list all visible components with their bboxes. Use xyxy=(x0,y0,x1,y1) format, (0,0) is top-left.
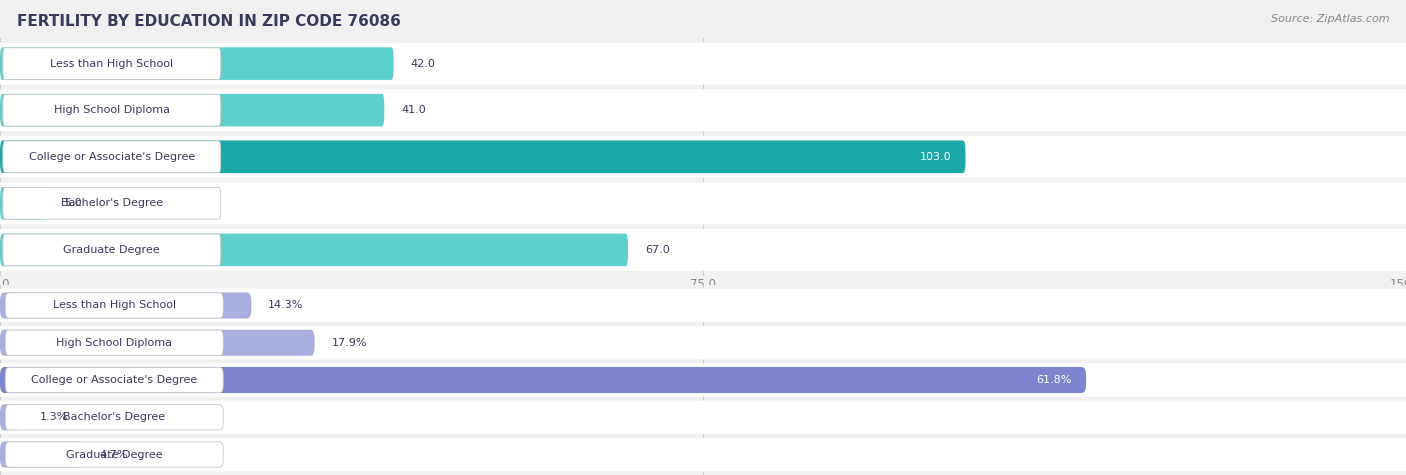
FancyBboxPatch shape xyxy=(0,136,1406,178)
Text: 61.8%: 61.8% xyxy=(1036,375,1073,385)
FancyBboxPatch shape xyxy=(3,234,221,266)
Text: College or Associate's Degree: College or Associate's Degree xyxy=(31,375,197,385)
FancyBboxPatch shape xyxy=(0,289,1406,322)
FancyBboxPatch shape xyxy=(0,229,1406,271)
Text: Graduate Degree: Graduate Degree xyxy=(63,245,160,255)
Text: 42.0: 42.0 xyxy=(411,58,436,68)
FancyBboxPatch shape xyxy=(0,326,1406,360)
Text: Source: ZipAtlas.com: Source: ZipAtlas.com xyxy=(1271,14,1389,24)
FancyBboxPatch shape xyxy=(0,293,252,319)
FancyBboxPatch shape xyxy=(6,330,224,355)
FancyBboxPatch shape xyxy=(0,400,1406,434)
Text: High School Diploma: High School Diploma xyxy=(53,105,170,115)
Text: 5.0: 5.0 xyxy=(63,199,82,209)
FancyBboxPatch shape xyxy=(3,95,221,126)
FancyBboxPatch shape xyxy=(0,404,22,430)
Text: High School Diploma: High School Diploma xyxy=(56,338,173,348)
Text: College or Associate's Degree: College or Associate's Degree xyxy=(28,152,195,162)
FancyBboxPatch shape xyxy=(6,405,224,430)
Text: 41.0: 41.0 xyxy=(401,105,426,115)
Text: 4.7%: 4.7% xyxy=(100,449,128,459)
Text: 14.3%: 14.3% xyxy=(269,301,304,311)
Text: Less than High School: Less than High School xyxy=(52,301,176,311)
FancyBboxPatch shape xyxy=(0,441,83,467)
Text: Bachelor's Degree: Bachelor's Degree xyxy=(63,412,166,422)
Text: 103.0: 103.0 xyxy=(920,152,952,162)
FancyBboxPatch shape xyxy=(0,367,1087,393)
Text: Graduate Degree: Graduate Degree xyxy=(66,449,163,459)
FancyBboxPatch shape xyxy=(0,48,394,80)
FancyBboxPatch shape xyxy=(3,188,221,219)
FancyBboxPatch shape xyxy=(6,442,224,467)
FancyBboxPatch shape xyxy=(0,141,966,173)
FancyBboxPatch shape xyxy=(3,141,221,172)
FancyBboxPatch shape xyxy=(0,330,315,356)
FancyBboxPatch shape xyxy=(6,293,224,318)
FancyBboxPatch shape xyxy=(0,363,1406,397)
Text: 17.9%: 17.9% xyxy=(332,338,367,348)
FancyBboxPatch shape xyxy=(0,438,1406,471)
Text: 67.0: 67.0 xyxy=(645,245,669,255)
FancyBboxPatch shape xyxy=(0,43,1406,85)
FancyBboxPatch shape xyxy=(3,48,221,79)
FancyBboxPatch shape xyxy=(0,94,384,126)
Text: FERTILITY BY EDUCATION IN ZIP CODE 76086: FERTILITY BY EDUCATION IN ZIP CODE 76086 xyxy=(17,14,401,29)
FancyBboxPatch shape xyxy=(0,187,46,219)
FancyBboxPatch shape xyxy=(0,182,1406,224)
FancyBboxPatch shape xyxy=(6,367,224,393)
Text: 1.3%: 1.3% xyxy=(39,412,67,422)
Text: Less than High School: Less than High School xyxy=(51,58,173,68)
FancyBboxPatch shape xyxy=(0,89,1406,131)
Text: Bachelor's Degree: Bachelor's Degree xyxy=(60,199,163,209)
FancyBboxPatch shape xyxy=(0,234,628,266)
